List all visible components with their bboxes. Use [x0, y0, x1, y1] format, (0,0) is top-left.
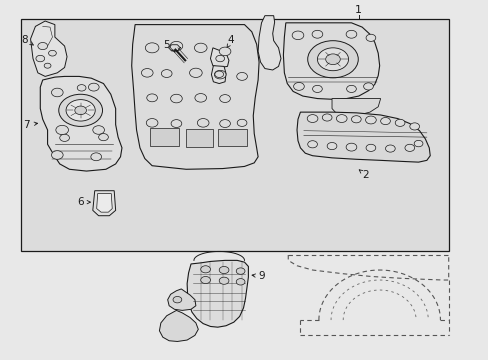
Circle shape: [385, 145, 394, 152]
Circle shape: [189, 68, 202, 77]
Circle shape: [197, 118, 208, 127]
Circle shape: [173, 296, 182, 303]
Circle shape: [351, 116, 361, 123]
Circle shape: [201, 276, 210, 284]
Circle shape: [317, 48, 348, 71]
Circle shape: [346, 85, 356, 93]
Circle shape: [366, 144, 375, 152]
Circle shape: [365, 116, 375, 124]
Circle shape: [363, 83, 372, 90]
Circle shape: [346, 30, 356, 38]
Circle shape: [409, 123, 419, 130]
Circle shape: [219, 120, 230, 127]
Circle shape: [59, 94, 102, 126]
Circle shape: [293, 82, 304, 90]
Polygon shape: [187, 260, 248, 327]
Circle shape: [99, 134, 108, 141]
Circle shape: [312, 85, 322, 93]
Circle shape: [219, 47, 230, 56]
Circle shape: [336, 114, 346, 122]
Circle shape: [51, 151, 63, 159]
Circle shape: [195, 94, 206, 102]
Bar: [217, 129, 246, 147]
Bar: [149, 128, 179, 146]
Text: 2: 2: [361, 170, 367, 180]
Polygon shape: [331, 99, 380, 116]
Circle shape: [170, 41, 183, 51]
Text: 6: 6: [77, 197, 83, 207]
Polygon shape: [97, 194, 112, 212]
Circle shape: [307, 141, 317, 148]
Circle shape: [380, 117, 389, 125]
Polygon shape: [258, 16, 281, 70]
Circle shape: [171, 120, 182, 127]
Circle shape: [194, 43, 206, 53]
Bar: [21, 19, 448, 251]
Circle shape: [346, 143, 356, 151]
Circle shape: [307, 41, 358, 78]
Circle shape: [66, 100, 95, 121]
Circle shape: [36, 55, 44, 62]
Polygon shape: [167, 289, 196, 310]
Circle shape: [219, 95, 230, 103]
Circle shape: [44, 63, 51, 68]
Circle shape: [141, 68, 153, 77]
Circle shape: [201, 266, 210, 273]
Circle shape: [236, 279, 244, 285]
Circle shape: [326, 143, 336, 150]
Circle shape: [88, 83, 99, 91]
Circle shape: [236, 268, 244, 274]
Circle shape: [91, 153, 102, 161]
Circle shape: [48, 50, 56, 56]
Circle shape: [60, 134, 69, 141]
Circle shape: [170, 94, 182, 103]
Text: 5: 5: [163, 40, 170, 50]
Circle shape: [38, 42, 47, 50]
Circle shape: [413, 140, 422, 147]
Circle shape: [214, 70, 225, 79]
Circle shape: [394, 119, 404, 126]
Circle shape: [215, 55, 224, 62]
Text: 8: 8: [21, 35, 28, 45]
Text: 7: 7: [23, 120, 30, 130]
Polygon shape: [40, 76, 122, 171]
Polygon shape: [159, 310, 198, 342]
Circle shape: [404, 144, 414, 152]
Circle shape: [219, 266, 228, 274]
Circle shape: [236, 72, 247, 80]
Polygon shape: [211, 66, 225, 84]
Circle shape: [145, 43, 159, 53]
Circle shape: [161, 69, 172, 77]
Circle shape: [93, 126, 104, 134]
Circle shape: [306, 114, 317, 122]
Polygon shape: [131, 24, 259, 169]
Circle shape: [214, 71, 223, 77]
Circle shape: [56, 125, 68, 135]
Circle shape: [51, 88, 63, 97]
Circle shape: [311, 30, 322, 38]
Circle shape: [146, 94, 157, 102]
Circle shape: [75, 106, 86, 114]
Circle shape: [219, 277, 228, 284]
Bar: [186, 129, 212, 147]
Polygon shape: [283, 23, 379, 99]
Text: 3: 3: [288, 43, 295, 53]
Polygon shape: [210, 48, 228, 67]
Circle shape: [146, 118, 158, 127]
Circle shape: [291, 31, 303, 40]
Polygon shape: [296, 112, 429, 162]
Text: 4: 4: [227, 35, 234, 45]
Circle shape: [366, 34, 375, 41]
Circle shape: [237, 119, 246, 126]
Text: 9: 9: [258, 271, 264, 282]
Circle shape: [322, 114, 331, 121]
Text: 1: 1: [355, 5, 362, 15]
Polygon shape: [30, 21, 67, 76]
Circle shape: [77, 85, 86, 91]
Polygon shape: [93, 191, 116, 216]
Circle shape: [325, 54, 340, 64]
